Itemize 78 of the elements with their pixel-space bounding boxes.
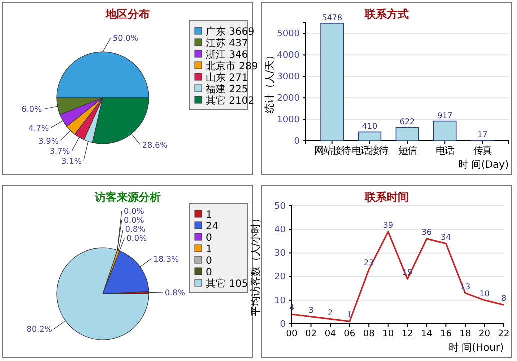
x-tick-label: 电话接待 [352,145,389,158]
x-tick-label: 18 [460,329,472,340]
y-tick-label: 50 [274,202,286,212]
data-label: 5478 [322,13,342,22]
data-label: 4.7% [28,124,50,134]
legend-label: 福建 225 [206,84,248,96]
data-label: 0.8% [125,225,146,234]
x-tick-label: 06 [344,329,356,340]
y-tick-label: 4000 [277,51,300,62]
x-tick-label: 14 [421,329,433,340]
x-tick-label: 传真 [474,145,493,158]
data-label: 3.7% [50,146,71,156]
legend-label: 其它 105 [206,278,248,290]
legend-label: 0 [206,256,212,267]
x-tick-label: 网站接待 [314,145,352,158]
data-label: 36 [422,228,432,238]
y-tick-label: 0 [294,136,300,147]
legend-label: 24 [206,222,219,232]
data-label: 410 [362,122,378,132]
chart-title: 地区分布 [105,8,150,21]
y-tick-label: 40 [274,225,286,236]
data-label: 80.2% [26,325,53,334]
chart-title: 联系时间 [364,191,409,204]
data-label: 17 [478,130,488,140]
data-label: 6.0% [22,105,42,114]
data-label: 8 [501,294,507,304]
legend-label: 浙江 346 [206,49,248,61]
data-label: 10 [480,289,490,298]
x-tick-label: 00 [286,329,298,340]
data-label: 3.9% [38,136,60,146]
legend-label: 0 [206,268,212,278]
legend-label: 江苏 437 [206,38,248,50]
chart-title: 访客来源分析 [94,191,161,204]
x-tick-label: 02 [306,329,317,340]
x-tick-label: 16 [440,329,452,340]
y-tick-label: 10 [274,296,286,306]
data-label: 18.3% [154,254,180,264]
y-tick-label: 0 [280,320,286,330]
legend-label: 北京市 289 [206,60,258,72]
legend-label: 其它 2102 [206,95,255,107]
y-tick-label: 2000 [277,94,300,104]
data-label: 50.0% [113,34,139,43]
legend-label: 广东 3669 [206,26,255,38]
legend-label: 山东 271 [206,72,248,84]
chart-title: 联系方式 [364,8,409,21]
legend-label: 0 [206,233,212,244]
x-tick-label: 短信 [398,145,418,158]
x-tick-label: 08 [363,329,376,340]
data-label: 917 [437,111,453,120]
x-tick-label: 20 [479,329,491,340]
data-label: 28.6% [142,140,168,150]
data-label: 34 [441,232,452,242]
y-tick-label: 3000 [277,72,300,83]
y-tick-label: 20 [274,272,286,283]
data-label: 3.1% [62,156,82,166]
data-label: 39 [383,220,394,230]
x-tick-label: 10 [382,329,394,340]
x-tick-label: 04 [324,329,337,340]
legend-label: 1 [206,210,212,221]
data-label: 3 [308,306,314,315]
data-label: 622 [400,118,416,127]
y-axis-title: 平均访客数（人/小时） [250,213,262,317]
x-axis-title: 时 间(Day) [458,159,510,171]
y-axis-title: 统计（人/天） [264,50,276,114]
legend-label: 1 [206,244,212,256]
text: 0.0% [124,207,144,216]
data-label: 1 [347,310,352,320]
x-tick-label: 12 [402,329,414,340]
y-tick-label: 5000 [277,30,300,40]
text: 0.0% [124,216,144,226]
x-tick-label: 电话 [436,145,456,158]
x-tick-label: 22 [498,329,510,340]
x-axis-title: 时 间(Hour) [448,342,504,354]
text: 0.0% [126,234,148,244]
data-label: 2 [328,308,334,318]
data-label: 0.8% [164,288,186,298]
y-tick-label: 1000 [277,115,300,126]
y-tick-label: 30 [274,249,286,260]
